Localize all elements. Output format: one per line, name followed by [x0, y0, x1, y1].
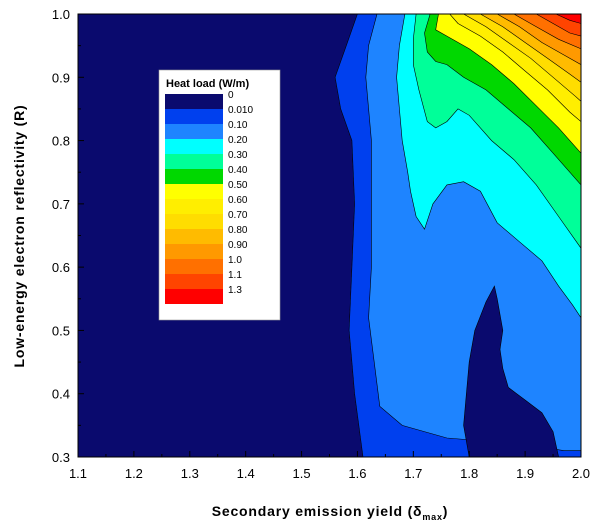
x-tick-label: 1.8 — [460, 466, 478, 481]
x-tick-label: 2.0 — [572, 466, 590, 481]
x-tick-label: 1.1 — [69, 466, 87, 481]
x-tick-label: 1.6 — [348, 466, 366, 481]
legend-swatch-0.50 — [165, 184, 223, 199]
y-tick-label: 0.4 — [52, 387, 70, 402]
legend-label: 0.30 — [228, 150, 248, 161]
y-tick-label: 1.0 — [52, 7, 70, 22]
legend-swatch-0.90 — [165, 244, 223, 259]
x-tick-label: 1.2 — [125, 466, 143, 481]
x-tick-label: 1.7 — [404, 466, 422, 481]
legend-label: 0.010 — [228, 105, 253, 116]
legend: Heat load (W/m) 0 0.010 0.10 0.20 0.30 0.40 0.… — [158, 69, 281, 321]
x-tick-label: 1.9 — [516, 466, 534, 481]
legend-swatch-0.30 — [165, 154, 223, 169]
y-axis-ticks: 0.3 0.4 0.5 0.6 0.7 0.8 0.9 1.0 — [52, 7, 84, 465]
legend-label: 0.60 — [228, 195, 248, 206]
legend-label: 0.40 — [228, 165, 248, 176]
y-axis-title: Low-energy electron reflectivity (R) — [11, 105, 27, 368]
y-tick-label: 0.9 — [52, 70, 70, 85]
legend-swatch-1.3 — [165, 289, 223, 304]
legend-label: 0.80 — [228, 225, 248, 236]
legend-label: 0.90 — [228, 240, 248, 251]
legend-label: 1.3 — [228, 285, 242, 296]
legend-swatch-0.20 — [165, 139, 223, 154]
legend-label: 1.1 — [228, 270, 242, 281]
legend-swatch-0.10 — [165, 124, 223, 139]
x-tick-label: 1.5 — [293, 466, 311, 481]
x-axis-title: Secondary emission yield (δmax) — [212, 503, 449, 522]
legend-label: 0.10 — [228, 120, 248, 131]
legend-title: Heat load (W/m) — [166, 78, 249, 90]
legend-swatch-0.010 — [165, 109, 223, 124]
y-tick-label: 0.7 — [52, 197, 70, 212]
x-tick-label: 1.3 — [181, 466, 199, 481]
legend-swatch-1.0 — [165, 259, 223, 274]
contour-regions — [78, 14, 581, 457]
y-tick-label: 0.8 — [52, 134, 70, 149]
legend-label: 0.20 — [228, 135, 248, 146]
legend-swatch-0 — [165, 94, 223, 109]
legend-swatch-0.60 — [165, 199, 223, 214]
y-tick-label: 0.6 — [52, 260, 70, 275]
x-axis-ticks: 1.1 1.2 1.3 1.4 1.5 1.6 1.7 1.8 1.9 2.0 — [69, 451, 590, 481]
contour-region-0 — [463, 285, 559, 457]
x-tick-label: 1.4 — [237, 466, 255, 481]
legend-label: 0.70 — [228, 210, 248, 221]
legend-swatch-0.70 — [165, 214, 223, 229]
legend-swatch-0.80 — [165, 229, 223, 244]
legend-swatch-0.40 — [165, 169, 223, 184]
legend-label: 0.50 — [228, 180, 248, 191]
y-tick-label: 0.5 — [52, 323, 70, 338]
legend-swatch-1.1 — [165, 274, 223, 289]
legend-label: 0 — [228, 90, 234, 101]
legend-label: 1.0 — [228, 255, 242, 266]
y-tick-label: 0.3 — [52, 450, 70, 465]
contour-region-1.3 — [555, 14, 581, 24]
